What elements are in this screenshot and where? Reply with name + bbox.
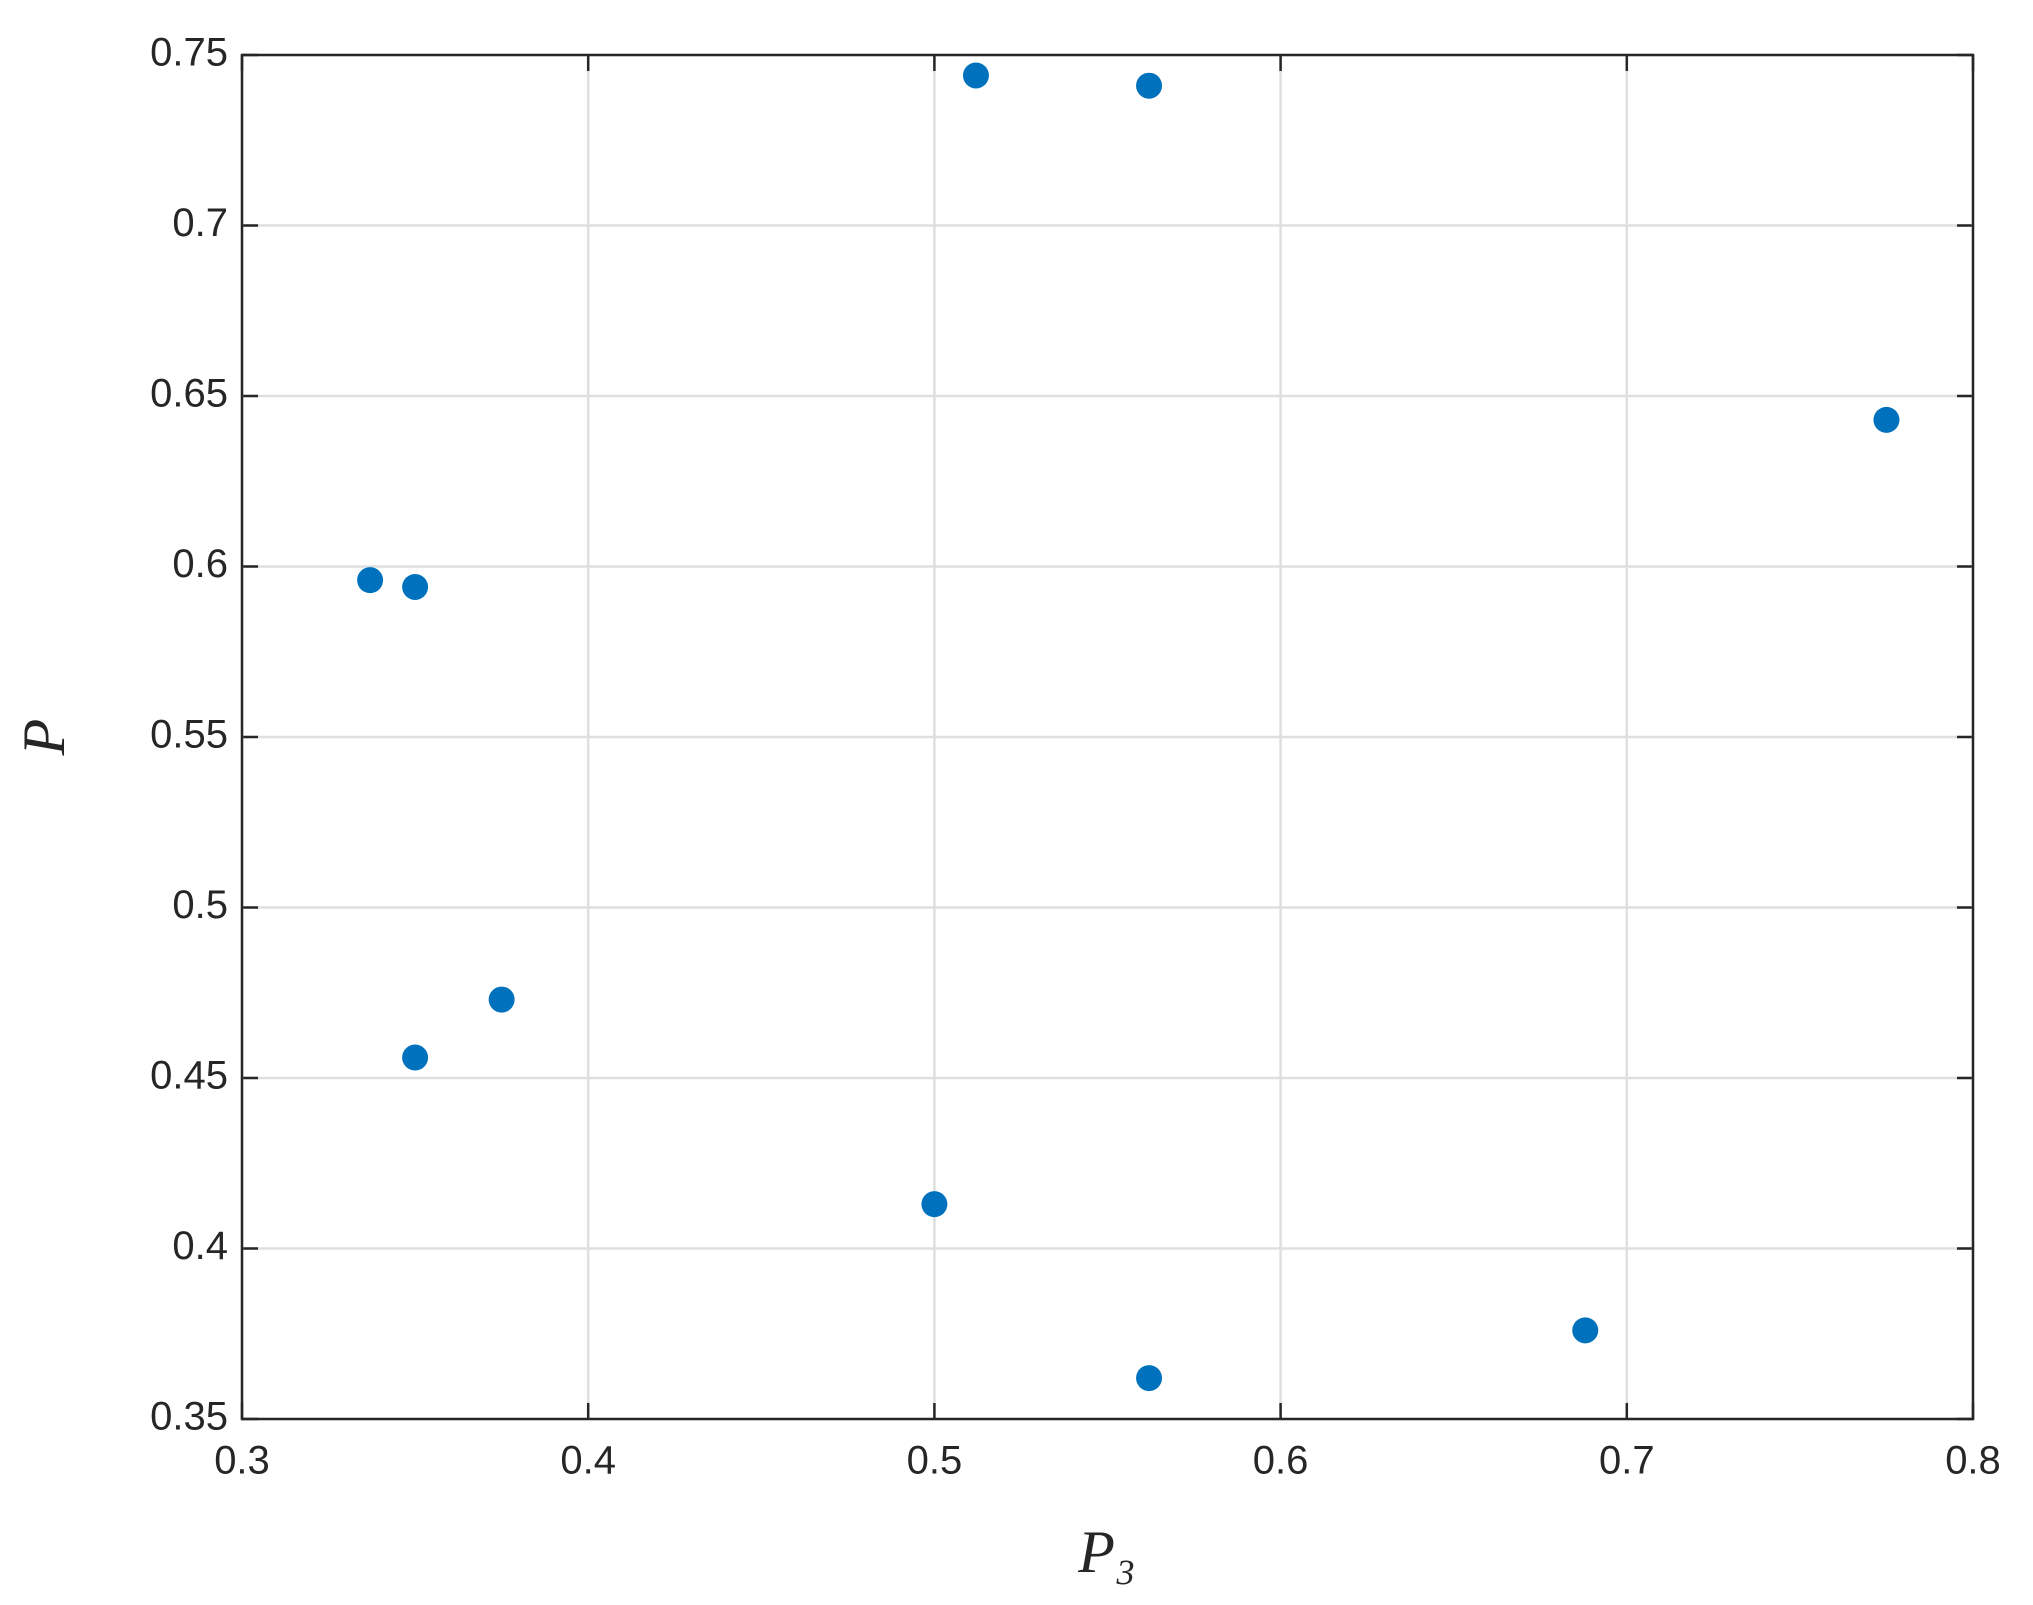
point — [357, 567, 384, 594]
x-axis-label: P₃ — [1077, 1519, 1136, 1585]
y-tick-label: 0.75 — [150, 31, 228, 75]
y-tick-label: 0.45 — [150, 1054, 228, 1098]
y-tick-label: 0.35 — [150, 1395, 228, 1439]
point — [1572, 1317, 1599, 1344]
point — [1873, 406, 1900, 433]
point — [402, 573, 429, 600]
y-tick-label: 0.5 — [172, 883, 228, 927]
x-tick-label: 0.4 — [560, 1439, 616, 1483]
point — [962, 62, 989, 89]
point — [921, 1191, 948, 1218]
x-tick-label: 0.7 — [1599, 1439, 1655, 1483]
x-tick-label: 0.8 — [1945, 1439, 2001, 1483]
x-tick-label: 0.3 — [214, 1439, 270, 1483]
point — [488, 986, 515, 1013]
y-tick-label: 0.65 — [150, 372, 228, 416]
point — [1136, 1365, 1163, 1392]
y-tick-label: 0.7 — [172, 201, 228, 245]
y-tick-label: 0.55 — [150, 713, 228, 757]
x-tick-label: 0.5 — [907, 1439, 963, 1483]
y-tick-label: 0.6 — [172, 542, 228, 586]
point — [402, 1044, 429, 1071]
x-tick-label: 0.6 — [1253, 1439, 1309, 1483]
y-axis-label: P — [11, 719, 77, 757]
plot-frame — [240, 53, 1975, 1421]
point — [1136, 72, 1163, 99]
y-tick-label: 0.4 — [172, 1224, 228, 1268]
